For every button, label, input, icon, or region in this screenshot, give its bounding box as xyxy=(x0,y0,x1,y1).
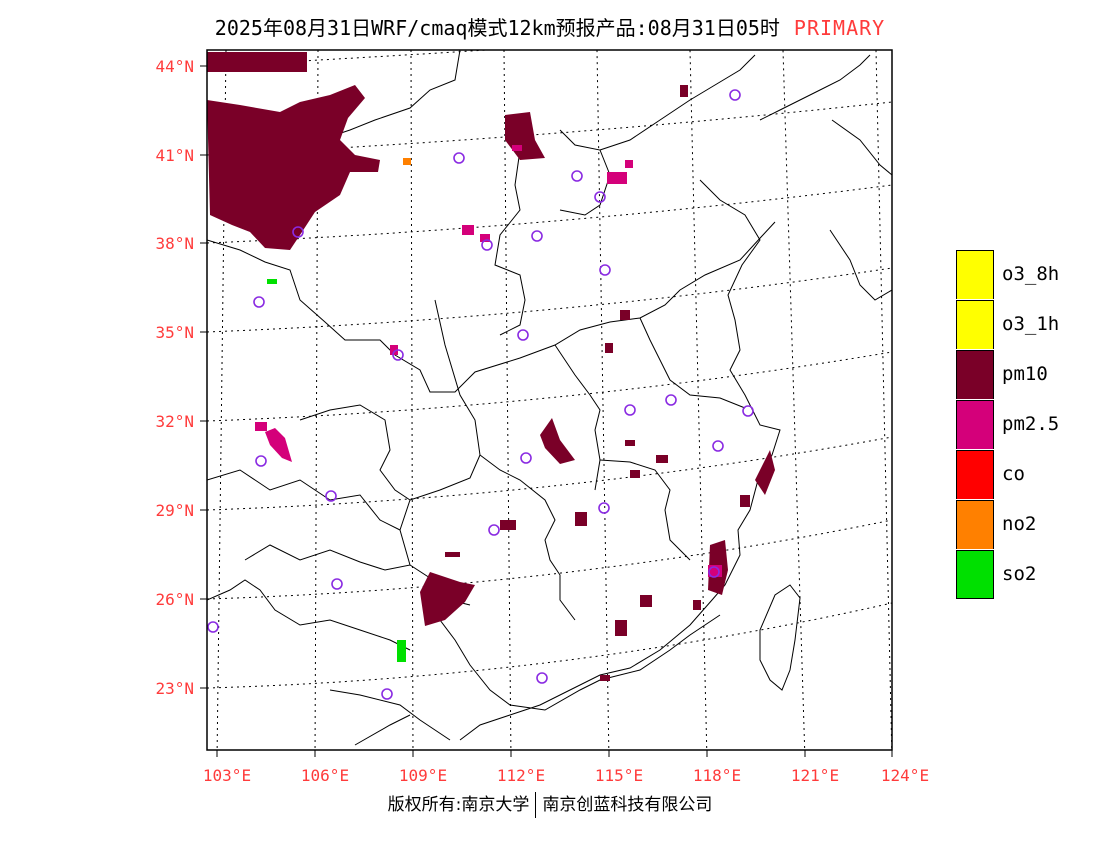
lon-label: 112°E xyxy=(497,766,545,785)
lon-label: 106°E xyxy=(301,766,349,785)
legend-label: pm10 xyxy=(1002,363,1048,385)
legend-swatch xyxy=(956,499,994,549)
province-boundaries xyxy=(207,50,776,741)
lat-label: 41°N xyxy=(155,146,194,165)
legend-swatch xyxy=(956,249,994,299)
legend-label: no2 xyxy=(1002,513,1037,535)
legend-item: pm10 xyxy=(956,349,1059,399)
lat-label: 26°N xyxy=(155,590,194,609)
pollutant-legend: o3_8h o3_1h pm10 pm2.5 co no2 so2 xyxy=(956,249,1059,599)
legend-swatch xyxy=(956,299,994,349)
pollutant-tag: PRIMARY xyxy=(793,16,886,40)
latitude-labels: 44°N 41°N 38°N 35°N 32°N 29°N 26°N 23°N xyxy=(155,57,194,698)
copyright-right: 南京创蓝科技有限公司 xyxy=(542,795,713,815)
map-area xyxy=(207,50,892,750)
lat-label: 23°N xyxy=(155,679,194,698)
map-frame xyxy=(206,49,893,751)
lon-label: 109°E xyxy=(399,766,447,785)
lat-label: 38°N xyxy=(155,234,194,253)
lat-label: 35°N xyxy=(155,323,194,342)
pm25-patches xyxy=(255,145,722,577)
lat-label: 29°N xyxy=(155,501,194,520)
lon-label: 121°E xyxy=(791,766,839,785)
legend-swatch xyxy=(956,549,994,599)
legend-swatch xyxy=(956,449,994,499)
so2-patches xyxy=(267,279,406,662)
coastline xyxy=(354,54,892,746)
map-title: 2025年08月31日WRF/cmaq模式12km预报产品:08月31日05时 P… xyxy=(0,12,1100,41)
lat-label: 32°N xyxy=(155,412,194,431)
footer-divider xyxy=(535,792,537,818)
legend-item: no2 xyxy=(956,499,1059,549)
legend-swatch xyxy=(956,349,994,399)
legend-label: o3_1h xyxy=(1002,313,1060,335)
lat-label: 44°N xyxy=(155,57,194,76)
legend-item: co xyxy=(956,449,1059,499)
legend-item: pm2.5 xyxy=(956,399,1059,449)
copyright-left: 版权所有:南京大学 xyxy=(387,795,530,815)
legend-swatch xyxy=(956,399,994,449)
legend-label: pm2.5 xyxy=(1002,413,1060,435)
lon-label: 115°E xyxy=(595,766,643,785)
lon-label: 103°E xyxy=(203,766,251,785)
legend-label: so2 xyxy=(1002,563,1037,585)
copyright-footer: 版权所有:南京大学 南京创蓝科技有限公司 xyxy=(0,790,1100,818)
legend-item: o3_8h xyxy=(956,249,1059,299)
legend-label: o3_8h xyxy=(1002,263,1060,285)
axis-tick-marks xyxy=(200,65,893,757)
legend-item: o3_1h xyxy=(956,299,1059,349)
longitude-labels: 103°E 106°E 109°E 112°E 115°E 118°E 121°… xyxy=(203,766,929,785)
longitude-gridlines xyxy=(216,50,892,750)
lon-label: 118°E xyxy=(693,766,741,785)
legend-label: co xyxy=(1002,463,1025,485)
pm10-patches xyxy=(207,52,775,681)
legend-item: so2 xyxy=(956,549,1059,599)
no2-patch xyxy=(403,158,411,165)
lon-label: 124°E xyxy=(881,766,929,785)
station-markers xyxy=(207,89,754,700)
title-text: 2025年08月31日WRF/cmaq模式12km预报产品:08月31日05时 xyxy=(214,16,780,40)
